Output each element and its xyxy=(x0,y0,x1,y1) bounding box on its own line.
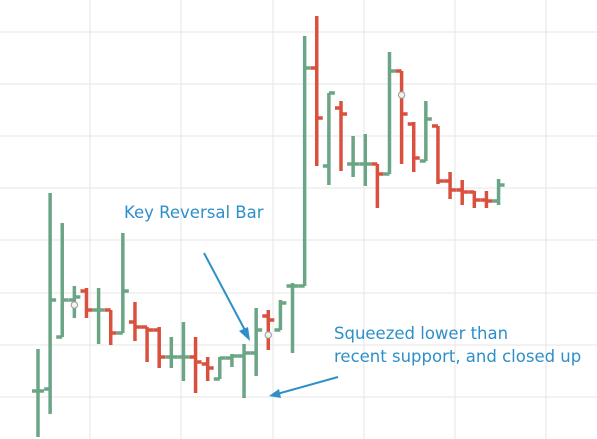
ohlc-bar xyxy=(480,191,493,208)
ohlc-bar xyxy=(32,349,44,437)
ohlc-bar xyxy=(274,300,287,332)
ohlc-bar xyxy=(419,101,432,163)
ohlc-bar xyxy=(201,357,214,381)
ohlc-bar xyxy=(225,354,238,367)
ohlc-bar xyxy=(250,308,263,376)
ohlc-bar xyxy=(286,283,299,353)
ohlc-bar xyxy=(335,101,347,171)
ohlc-bar xyxy=(153,327,166,368)
ohlc-bar xyxy=(92,288,105,344)
ohlc-bar xyxy=(468,190,481,208)
ohlc-bar xyxy=(165,337,178,368)
ohlc-bar xyxy=(80,288,93,318)
ohlc-bar xyxy=(104,308,117,345)
ohlc-bar xyxy=(383,52,396,176)
ohlc-bar xyxy=(213,356,226,381)
ohlc-bar xyxy=(56,223,69,339)
ohlc-bar xyxy=(492,179,505,205)
annotation-squeezed-line1: Squeezed lower than xyxy=(334,324,508,343)
ohlc-bar xyxy=(44,193,57,414)
ohlc-bar xyxy=(238,344,251,398)
ohlc-bar xyxy=(189,337,202,393)
ohlc-bar xyxy=(444,172,457,199)
ohlc-bar xyxy=(298,36,311,288)
ohlc-bar xyxy=(116,233,129,335)
ohlc-bar xyxy=(359,134,372,186)
ohlc-bar xyxy=(177,322,190,381)
arrow-head-squeezed xyxy=(269,389,281,398)
ohlc-bar xyxy=(310,16,323,166)
point-markers xyxy=(70,91,406,339)
arrow-key-reversal xyxy=(203,252,248,335)
ohlc-bar xyxy=(431,124,444,184)
arrow-head-key-reversal xyxy=(239,327,250,341)
annotation-squeezed-line2: recent support, and closed up xyxy=(334,347,581,366)
ohlc-bar xyxy=(262,310,275,350)
ohlc-bar xyxy=(347,136,360,177)
annotation-key-reversal: Key Reversal Bar xyxy=(124,203,264,222)
ohlc-bar xyxy=(456,180,469,205)
annotations: Key Reversal Bar Squeezed lower than rec… xyxy=(124,203,581,398)
ohlc-bar xyxy=(128,302,141,341)
arrow-squeezed xyxy=(276,376,339,395)
point-marker xyxy=(264,331,272,339)
point-marker xyxy=(397,91,406,99)
ohlc-bar xyxy=(371,162,384,208)
ohlc-bar xyxy=(141,325,154,362)
ohlc-bar xyxy=(395,69,408,164)
ohlc-bar xyxy=(322,91,335,185)
point-marker xyxy=(70,301,79,309)
ohlc-bar xyxy=(407,122,420,172)
ohlc-bars xyxy=(32,16,505,437)
